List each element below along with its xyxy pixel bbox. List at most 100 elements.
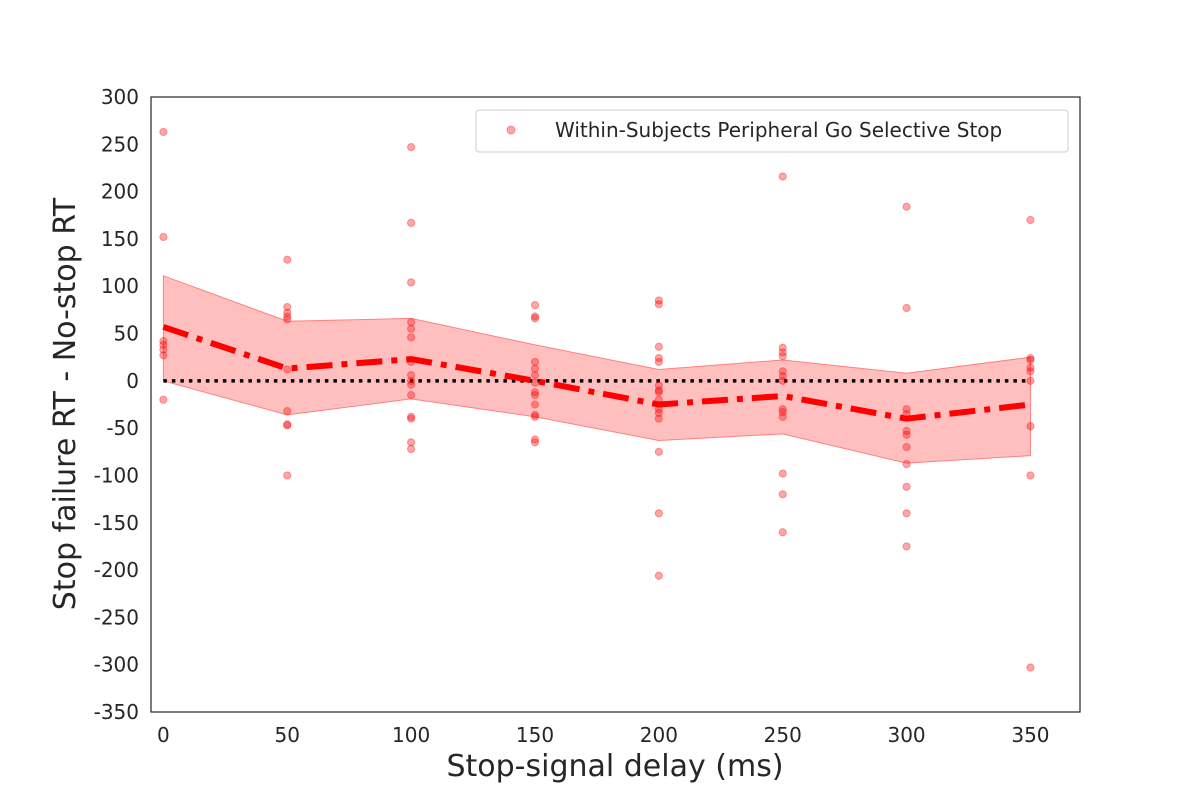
scatter-point [778,343,787,352]
y-tick-label: -300 [94,653,139,677]
scatter-point [902,426,911,436]
scatter-point [902,460,911,469]
x-tick-label: 250 [764,723,802,747]
scatter-point [407,390,416,400]
scatter-point [778,405,787,414]
scatter-point [407,414,416,423]
scatter-point [530,390,540,400]
y-tick-label: -250 [94,605,139,629]
scatter-point [407,143,416,152]
scatter-point [530,312,540,321]
scatter-point [1026,663,1035,672]
y-tick-label: -50 [106,416,139,440]
scatter-point [778,469,787,478]
scatter-point [283,302,292,312]
x-tick-labels: 0 50 100 150 200 250 300 350 [157,723,1050,747]
legend: Within-Subjects Peripheral Go Selective … [475,109,1069,153]
scatter-point [159,395,168,404]
y-tick-label: -150 [94,511,139,535]
scatter-point [778,348,787,357]
legend-box [475,109,1069,153]
scatter-point [407,218,416,227]
scatter-point [407,444,416,454]
scatter-point [530,301,540,310]
y-axis-title: Stop failure RT - No-stop RT [48,197,83,610]
scatter-point [778,367,787,376]
x-tick-label: 100 [392,723,430,747]
plot-frame [150,96,1081,713]
confidence-band [162,275,1031,464]
scatter-point [902,442,911,452]
scatter-point [159,127,168,137]
y-tick-label: -100 [94,463,139,487]
scatter-point [530,388,540,397]
scatter-point [778,528,787,537]
scatter-point [902,303,911,313]
x-tick-label: 300 [887,723,925,747]
y-tick-label: 300 [101,85,139,109]
scatter-point [654,357,663,367]
scatter-point [902,202,911,211]
scatter-point [654,381,663,390]
scatter-point [1026,363,1035,372]
legend-label: Within-Subjects Peripheral Go Selective … [555,118,1002,142]
x-tick-label: 0 [157,723,170,747]
scatter-point [778,407,787,417]
scatter-point [283,420,292,429]
scatter-point [654,296,663,305]
scatter-point [283,308,292,317]
scatter-point [530,364,540,373]
scatter-point [1026,471,1035,480]
y-tick-label: 250 [101,132,139,156]
y-tick-label: 150 [101,227,139,251]
x-tick-label: 50 [275,723,300,747]
scatter-point [530,412,540,421]
scatter-point [1026,367,1035,376]
mean-line [162,324,1031,422]
scatter-point [530,378,540,387]
x-tick-label: 200 [640,723,678,747]
scatter-point [407,371,416,380]
scatter-point [902,482,911,491]
x-axis-title: Stop-signal delay (ms) [446,749,783,784]
scatter-point [407,412,416,421]
scatter-point [654,571,663,580]
scatter-points-layer [159,127,1035,672]
scatter-point [654,342,663,351]
y-tick-label: 200 [101,180,139,204]
scatter-point [1026,215,1035,225]
scatter-point [407,438,416,447]
scatter-point [159,351,168,360]
scatter-point [530,438,540,447]
scatter-point [654,354,663,363]
y-tick-labels: 300 250 200 150 100 50 0 -50 -100 -150 -200 -250 -30… [94,85,139,724]
scatter-point [530,400,540,409]
scatter-point [530,314,540,323]
scatter-point [654,300,663,309]
scatter-point [283,407,292,416]
scatter-point [778,352,787,361]
scatter-point [654,414,663,423]
scatter-point [902,430,911,439]
scatter-point [654,388,663,397]
mean-line-layer [162,324,1031,422]
y-tick-label: -350 [94,700,139,724]
scatter-point [407,278,416,287]
scatter-point [902,509,911,518]
scatter-point [1026,376,1035,385]
scatter-point [159,337,168,346]
scatter-point [1026,354,1035,363]
y-tick-label: 0 [126,369,139,393]
confidence-band-layer [162,275,1031,464]
scatter-point [407,333,416,342]
scatter-point [283,471,292,480]
scatter-point [654,408,663,418]
scatter-point [159,340,168,349]
scatter-point [530,410,540,420]
scatter-point [159,232,168,242]
scatter-point [530,357,540,367]
scatter-point [902,405,911,414]
scatter-point [654,386,663,395]
scatter-point [407,380,416,389]
